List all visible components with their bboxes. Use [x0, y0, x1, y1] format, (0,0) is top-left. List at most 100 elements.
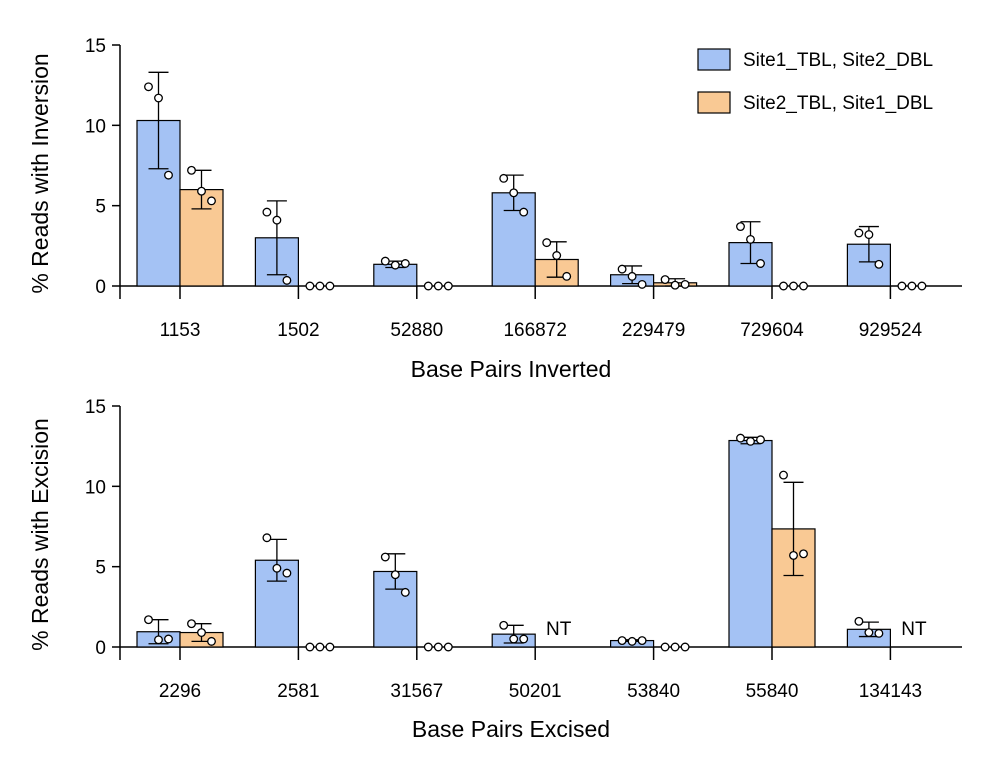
data-point-31567-series-2	[433, 642, 443, 652]
x-axis-title: Base Pairs Excised	[412, 716, 610, 742]
data-point-229479-series-1	[637, 279, 647, 289]
data-point-929524-series-2	[907, 281, 917, 291]
data-point-229479-series-1	[627, 271, 637, 281]
y-tick-label: 10	[85, 116, 106, 137]
data-point-1153-series-1	[164, 170, 173, 180]
bar-2581-series-1	[254, 559, 299, 648]
data-point-229479-series-2	[670, 280, 680, 290]
data-point-55840-series-1	[736, 433, 745, 443]
data-point-1502-series-2	[305, 281, 315, 291]
x-tick-label: 1502	[277, 320, 319, 341]
x-axis-title: Base Pairs Inverted	[411, 356, 612, 382]
data-point-2581-series-2	[305, 642, 315, 652]
data-point-929524-series-1	[854, 228, 864, 238]
data-point-53840-series-1	[637, 636, 647, 646]
data-point-2296-series-2	[187, 619, 196, 629]
data-point-52880-series-1	[380, 256, 390, 266]
data-point-50201-series-1	[499, 620, 509, 630]
data-point-55840-series-1	[756, 435, 765, 445]
data-point-50201-series-1	[509, 634, 519, 644]
x-tick-label: 52880	[390, 320, 443, 341]
data-point-229479-series-2	[680, 279, 690, 289]
bar-55840-series-1	[728, 439, 773, 648]
legend-swatch-series-2	[697, 91, 731, 114]
legend-label-series-2: Site2_TBL, Site1_DBL	[743, 93, 933, 114]
legend: Site1_TBL, Site2_DBL Site2_TBL, Site1_DBL	[697, 48, 933, 114]
data-point-729604-series-1	[756, 259, 765, 268]
data-point-729604-series-2	[779, 281, 788, 291]
data-point-31567-series-2	[423, 642, 433, 652]
data-point-55840-series-1	[746, 436, 755, 446]
data-point-1502-series-1	[262, 207, 272, 217]
data-point-166872-series-1	[519, 207, 529, 217]
x-tick-label: 929524	[859, 320, 923, 341]
data-point-166872-series-2	[542, 238, 552, 248]
data-point-929524-series-2	[917, 281, 927, 291]
y-tick-label: 0	[95, 277, 106, 298]
data-point-31567-series-2	[443, 642, 453, 652]
data-point-2581-series-2	[325, 642, 335, 652]
data-point-2296-series-1	[154, 635, 163, 645]
y-tick-label: 15	[85, 36, 106, 57]
data-point-53840-series-2	[670, 642, 680, 652]
data-point-31567-series-1	[390, 570, 400, 580]
x-tick-label: 729604	[740, 320, 804, 341]
legend-swatch-series-1	[697, 48, 731, 71]
data-point-929524-series-2	[897, 281, 907, 291]
inversion-panel: 0 5 10 15 1153 1502 52880 166872 229479 729604 929…	[27, 36, 962, 382]
data-point-52880-series-1	[400, 259, 410, 268]
data-point-729604-series-2	[789, 281, 798, 291]
data-point-1153-series-2	[197, 186, 206, 196]
data-point-53840-series-1	[627, 636, 637, 646]
y-tick-label: 5	[95, 197, 106, 218]
data-point-55840-series-2	[799, 549, 808, 559]
data-point-53840-series-2	[660, 642, 670, 652]
data-point-229479-series-2	[660, 275, 670, 285]
data-point-1502-series-2	[325, 281, 335, 291]
x-tick-label: 1153	[160, 320, 201, 341]
data-point-166872-series-2	[562, 271, 572, 281]
data-point-52880-series-2	[423, 281, 433, 291]
data-point-2296-series-2	[207, 636, 216, 646]
data-point-53840-series-1	[617, 636, 627, 646]
x-tick-label: 2581	[277, 681, 319, 702]
data-point-50201-series-1	[519, 634, 529, 644]
x-tick-label: 134143	[859, 681, 922, 702]
data-point-134143-series-1	[874, 628, 884, 638]
data-point-166872-series-1	[499, 173, 509, 183]
data-point-134143-series-1	[864, 628, 874, 637]
y-axis-title: % Reads with Excision	[27, 418, 53, 651]
y-tick-label: 0	[95, 638, 106, 659]
data-point-1153-series-2	[187, 165, 196, 175]
y-tick-label: 15	[85, 397, 106, 418]
data-point-2581-series-1	[262, 533, 272, 543]
data-point-52880-series-1	[390, 260, 400, 270]
x-tick-label: 53840	[627, 681, 680, 702]
data-point-1502-series-2	[315, 281, 325, 291]
x-tick-label: 55840	[746, 681, 799, 702]
data-point-53840-series-2	[680, 642, 690, 652]
legend-label-series-1: Site1_TBL, Site2_DBL	[743, 50, 933, 71]
data-point-1502-series-1	[282, 275, 292, 285]
data-point-1502-series-1	[272, 215, 282, 225]
x-tick-label: 31567	[390, 681, 443, 702]
data-point-1153-series-1	[144, 82, 153, 92]
x-tick-label: 2296	[159, 681, 201, 702]
data-point-929524-series-1	[864, 230, 874, 240]
data-point-166872-series-2	[552, 251, 562, 260]
data-point-166872-series-1	[509, 188, 519, 198]
y-tick-label: 5	[95, 558, 106, 579]
data-point-729604-series-2	[799, 281, 808, 291]
y-axis-title: % Reads with Inversion	[27, 53, 53, 293]
x-tick-label: 50201	[509, 681, 562, 702]
data-point-929524-series-1	[874, 259, 884, 269]
data-point-229479-series-1	[617, 264, 627, 274]
data-point-55840-series-2	[789, 550, 798, 560]
data-point-55840-series-2	[779, 470, 788, 480]
data-point-31567-series-1	[380, 552, 390, 562]
x-tick-label: 229479	[622, 320, 685, 341]
data-point-2296-series-2	[197, 628, 206, 637]
data-point-2296-series-1	[164, 634, 173, 644]
data-point-134143-series-1	[854, 616, 864, 626]
